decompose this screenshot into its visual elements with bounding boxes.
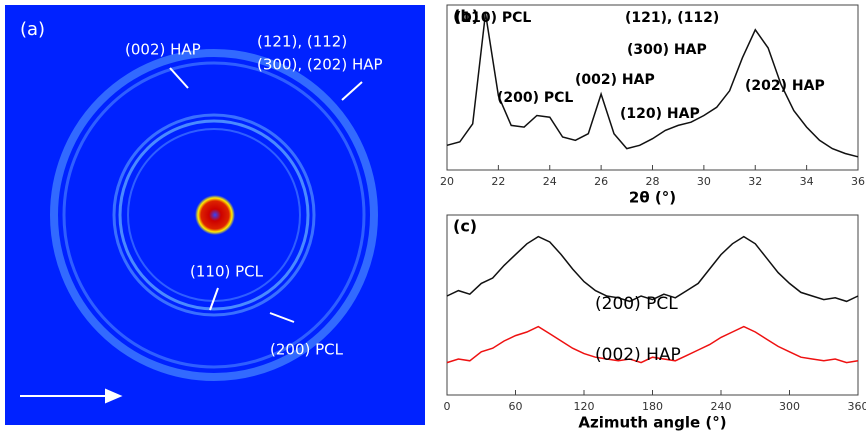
annotation: (121), (112) [625,10,719,26]
annotation: (300) HAP [627,42,707,58]
x-tick-label: 120 [574,400,595,413]
panel-label: (a) [20,19,45,40]
center-spot [195,195,235,235]
x-tick-label: 60 [509,400,523,413]
x-tick-label: 26 [594,175,608,188]
annotation: (200) PCL [497,90,573,106]
annotation: (110) PCL [190,263,264,281]
annotation: (110) PCL [455,10,531,26]
x-tick-label: 240 [711,400,732,413]
annotation: (120) HAP [620,106,700,122]
x-tick-label: 36 [851,175,865,188]
x-tick-label: 180 [642,400,663,413]
x-tick-label: 24 [543,175,557,188]
x-tick-label: 0 [444,400,451,413]
panel-label: (c) [453,217,477,236]
annotation: (002) HAP [125,41,201,59]
x-tick-label: 28 [646,175,660,188]
annotation: (121), (112) [257,33,347,51]
x-tick-label: 22 [491,175,505,188]
annotation: (002) HAP [575,72,655,88]
series-label: (002) HAP [595,345,681,365]
x-axis-label: Azimuth angle (°) [578,414,726,432]
x-tick-label: 34 [800,175,814,188]
annotation: (202) HAP [745,78,825,94]
annotation: (200) PCL [270,341,344,359]
annotation: (300), (202) HAP [257,56,383,74]
x-tick-label: 30 [697,175,711,188]
x-tick-label: 32 [748,175,762,188]
x-tick-label: 20 [440,175,454,188]
x-tick-label: 360 [848,400,866,413]
x-axis-label: 2θ (°) [629,189,676,207]
series-label: (200) PCL [595,294,678,314]
x-tick-label: 300 [779,400,800,413]
series-line [447,237,858,302]
